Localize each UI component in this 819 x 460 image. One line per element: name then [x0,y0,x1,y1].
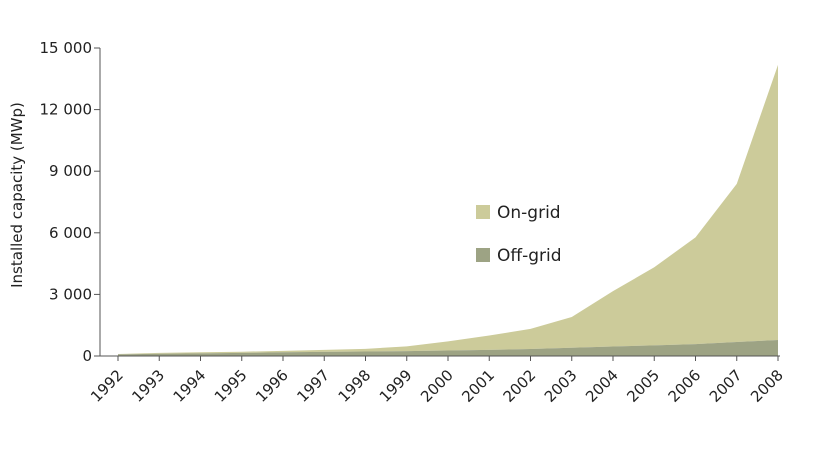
y-tick-label: 6 000 [49,224,92,242]
y-tick-label: 0 [82,347,92,365]
x-tick-label: 2004 [582,366,622,406]
x-tick-label: 2001 [458,366,498,406]
y-tick-label: 15 000 [40,39,93,57]
x-tick-label: 2002 [500,366,540,406]
x-tick-label: 1997 [293,366,333,406]
y-tick-label: 12 000 [40,101,93,119]
x-tick-label: 2005 [623,366,663,406]
x-tick-label: 2006 [665,366,705,406]
x-tick-label: 1998 [335,366,375,406]
y-axis-title: Installed capacity (MWp) [8,102,26,288]
x-tick-label: 2008 [747,366,787,406]
x-tick-label: 1993 [128,366,168,406]
legend-label-on-grid: On-grid [497,203,561,223]
x-tick-label: 1995 [211,366,251,406]
x-tick-label: 2000 [417,366,457,406]
y-tick-label: 9 000 [49,162,92,180]
legend: On-grid Off-grid [476,203,562,266]
x-tick-label: 2007 [706,366,746,406]
legend-swatch-on-grid [476,205,490,219]
x-tick-label: 1992 [87,366,127,406]
y-tick-label: 3 000 [49,285,92,303]
legend-swatch-off-grid [476,248,490,262]
chart-areas [118,64,778,356]
legend-label-off-grid: Off-grid [497,246,562,266]
x-tick-label: 1996 [252,366,292,406]
x-tick-label: 2003 [541,366,581,406]
area-series-off-grid [118,339,778,356]
x-tick-label: 1994 [170,366,210,406]
area-series-on-grid [118,64,778,355]
x-tick-label: 1999 [376,366,416,406]
x-axis: 1992 1993 1994 1995 1996 1997 1998 1999 2000 2001… [87,355,787,406]
y-axis: 0 3 000 6 000 9 000 12 000 15 000 [40,39,101,365]
